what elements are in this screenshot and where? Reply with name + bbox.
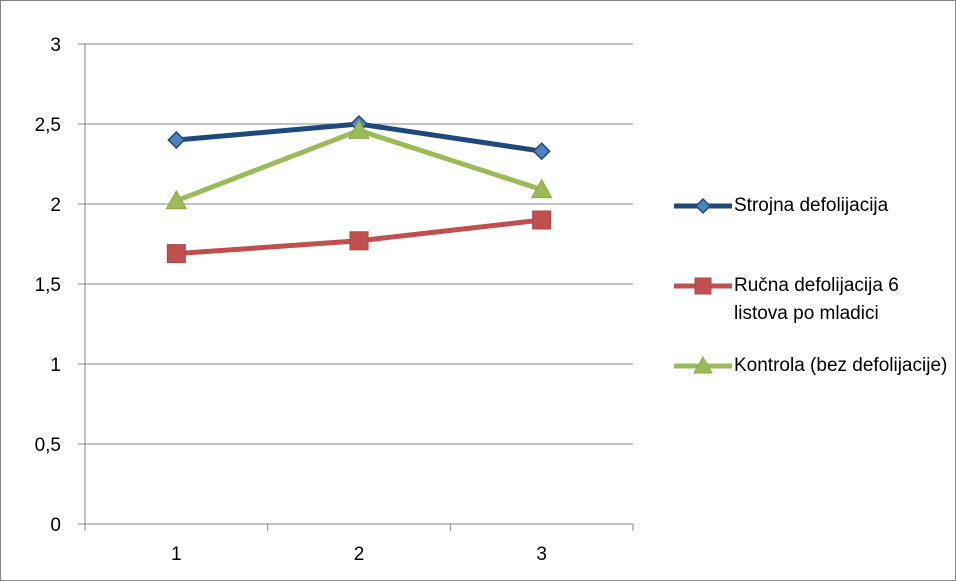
data-point-triangle [530,178,553,199]
x-tick-labels: 1 2 3 [171,544,547,565]
data-point-square [532,210,552,230]
legend-key-diamond [674,197,732,215]
legend-label: Kontrola (bez defolijacije) [734,355,948,376]
y-tick-label: 0,5 [35,435,61,456]
data-point-triangle [165,189,188,210]
legend-key-square [674,277,732,295]
y-tick-label: 3 [50,35,61,56]
y-tick-label: 2 [50,195,61,216]
data-point-diamond [167,130,186,150]
y-tick-label: 1,5 [35,275,61,296]
data-point-triangle [348,119,370,139]
data-point-diamond [532,142,551,161]
x-tick-label: 2 [354,544,365,565]
x-tick-label: 1 [171,544,182,565]
series-layer [165,114,553,264]
y-tick-label: 0 [50,515,61,536]
series-3 [165,119,553,210]
y-tick-label: 1 [50,355,61,376]
data-point-square [349,231,369,251]
legend-key-triangle [674,355,732,374]
legend-label: Ručna defolijacija 6 listova po mladici [734,275,899,324]
y-tick-labels: 0 0,5 1 1,5 2 2,5 3 [35,35,61,536]
axes [78,43,634,531]
data-point-square [166,244,186,264]
legend-label: Strojna defolijacija [734,195,889,216]
x-tick-label: 3 [536,544,547,565]
y-tick-label: 2,5 [35,115,61,136]
series-2 [166,210,552,264]
